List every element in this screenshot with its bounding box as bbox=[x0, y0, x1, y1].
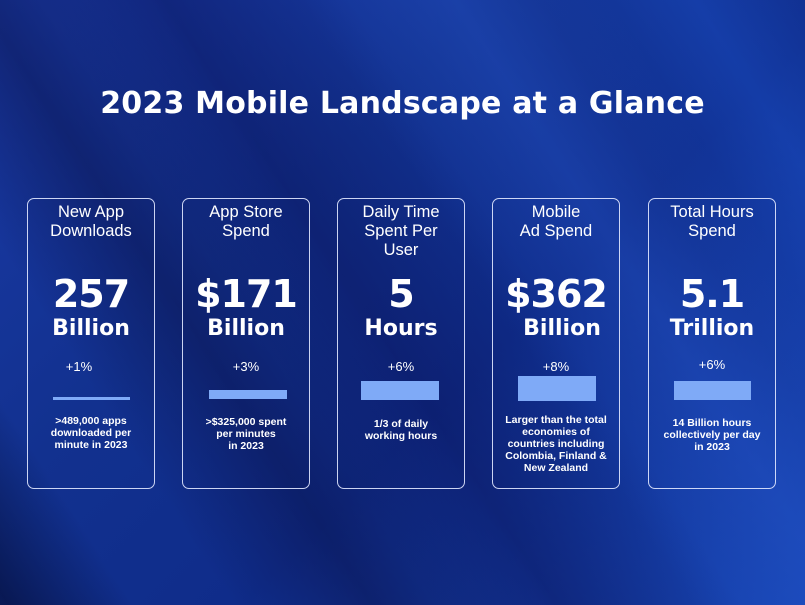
card-change: +6% bbox=[387, 359, 415, 374]
card-value: 5.1 bbox=[679, 272, 745, 316]
card-unit: Billion bbox=[207, 316, 285, 341]
growth-bar bbox=[209, 390, 287, 399]
card-unit: Trillion bbox=[669, 316, 755, 341]
stat-card-new-app-downloads: New App Downloads 257 Billion +1% >489,0… bbox=[27, 198, 155, 489]
stat-card-total-hours-spend: Total Hours Spend 5.1 Trillion +6% 14 Bi… bbox=[648, 198, 776, 489]
card-change: +6% bbox=[698, 357, 726, 372]
growth-bar bbox=[361, 381, 439, 400]
card-title: New App Downloads bbox=[50, 203, 132, 240]
card-note: 1/3 of daily working hours bbox=[364, 418, 438, 442]
card-change: +1% bbox=[65, 359, 93, 374]
card-note: >489,000 apps downloaded per minute in 2… bbox=[50, 415, 132, 451]
card-value: $171 bbox=[195, 272, 298, 316]
page-title: 2023 Mobile Landscape at a Glance bbox=[100, 86, 705, 121]
card-unit: Billion bbox=[52, 316, 130, 341]
card-change: +3% bbox=[232, 359, 260, 374]
stat-card-daily-time-spent: Daily Time Spent Per User 5 Hours +6% 1/… bbox=[337, 198, 465, 489]
card-note: Larger than the total economies of count… bbox=[505, 414, 607, 474]
growth-bar bbox=[674, 381, 751, 400]
card-title: Daily Time Spent Per User bbox=[362, 203, 440, 259]
card-value: $362 bbox=[505, 272, 608, 316]
growth-bar bbox=[53, 397, 130, 400]
stat-card-mobile-ad-spend: Mobile Ad Spend $362 Billion +8% Larger … bbox=[492, 198, 620, 489]
card-note: >$325,000 spent per minutes in 2023 bbox=[205, 416, 287, 452]
card-title: Total Hours Spend bbox=[670, 203, 754, 240]
card-unit: Billion bbox=[523, 316, 601, 341]
card-title: App Store Spend bbox=[209, 203, 283, 240]
card-note: 14 Billion hours collectively per day in… bbox=[663, 417, 761, 453]
card-value: 5 bbox=[388, 272, 414, 316]
card-value: 257 bbox=[52, 272, 130, 316]
growth-bar bbox=[518, 376, 596, 401]
card-unit: Hours bbox=[364, 316, 438, 341]
stat-card-app-store-spend: App Store Spend $171 Billion +3% >$325,0… bbox=[182, 198, 310, 489]
card-change: +8% bbox=[542, 359, 570, 374]
card-title: Mobile Ad Spend bbox=[519, 203, 593, 240]
